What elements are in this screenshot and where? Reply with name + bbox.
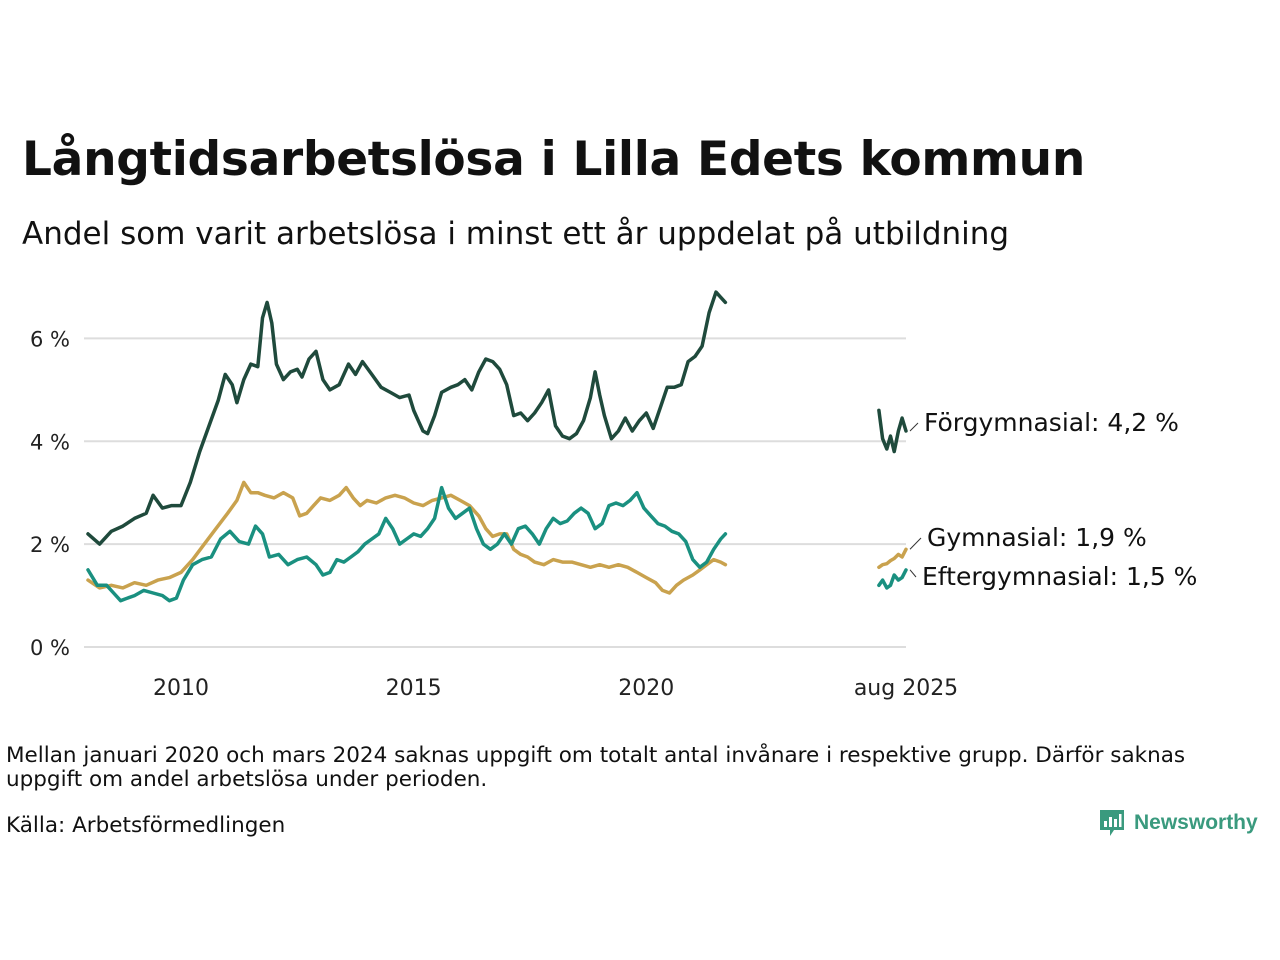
y-tick-label: 6 % (30, 327, 70, 351)
series-end-label-förgymnasial: Förgymnasial: 4,2 % (924, 408, 1179, 437)
x-axis-tick-labels: 2010 2015 2020 aug 2025 (153, 676, 958, 701)
chart-subtitle: Andel som varit arbetslösa i minst ett å… (22, 216, 1010, 252)
series-line-förgymnasial (86, 290, 728, 546)
x-tick-label: 2015 (386, 676, 442, 701)
brand-logo[interactable]: Newsworthy (1098, 808, 1258, 838)
x-tick-label: aug 2025 (854, 676, 958, 701)
source-note: Källa: Arbetsförmedlingen (6, 813, 286, 838)
series-lines (86, 290, 908, 603)
brand-name: Newsworthy (1134, 811, 1258, 834)
line-chart: 0 % 2 % 4 % 6 % 2010 2015 2020 aug 2025 Förgym… (30, 290, 1197, 701)
chart-title: Långtidsarbetslösa i Lilla Edets kommun (22, 132, 1085, 187)
label-connector (909, 422, 919, 432)
series-line-eftergymnasial (86, 485, 728, 603)
y-tick-label: 4 % (30, 430, 70, 454)
series-line-gymnasial (86, 480, 728, 595)
series-end-label-eftergymnasial: Eftergymnasial: 1,5 % (922, 562, 1197, 591)
newsworthy-logo-icon (1100, 810, 1124, 836)
label-connector (909, 537, 922, 550)
gridlines (84, 337, 906, 648)
y-tick-label: 0 % (30, 636, 70, 660)
series-line-gymnasial (877, 547, 908, 570)
series-line-förgymnasial (877, 408, 908, 454)
x-tick-label: 2020 (618, 676, 674, 701)
series-line-eftergymnasial (877, 568, 908, 590)
y-tick-label: 2 % (30, 533, 70, 557)
footnote: Mellan januari 2020 och mars 2024 saknas… (6, 743, 1186, 792)
series-end-label-gymnasial: Gymnasial: 1,9 % (927, 523, 1147, 552)
x-tick-label: 2010 (153, 676, 209, 701)
y-axis-tick-labels: 0 % 2 % 4 % 6 % (30, 327, 70, 660)
series-end-labels: Förgymnasial: 4,2 % Gymnasial: 1,9 % Efter… (909, 408, 1197, 591)
label-connector (909, 569, 917, 578)
